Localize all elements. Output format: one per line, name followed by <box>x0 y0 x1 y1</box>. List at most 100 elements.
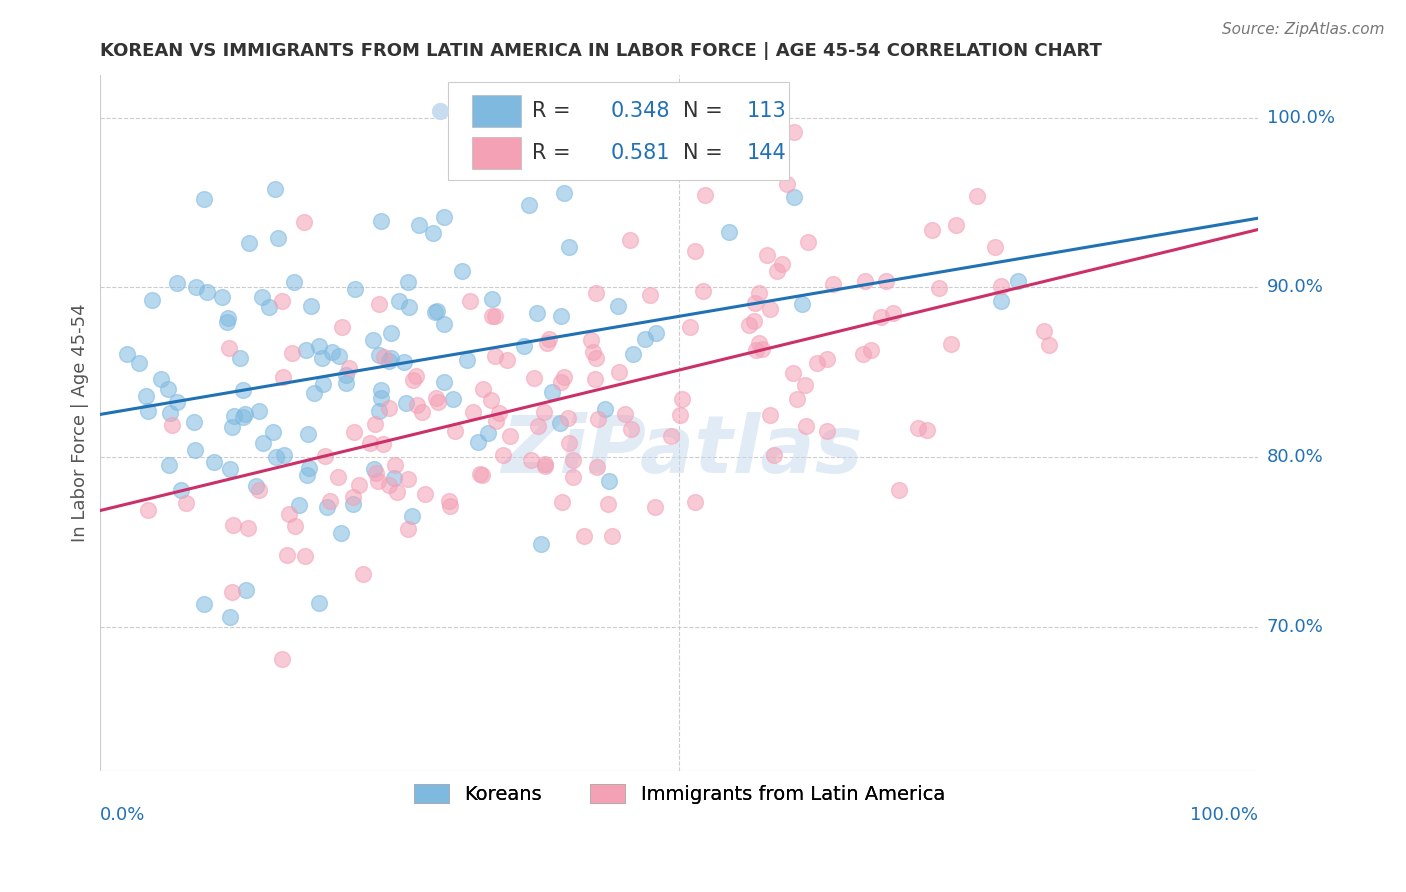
Point <box>550 309 572 323</box>
Point <box>759 408 782 422</box>
Point <box>433 210 456 224</box>
Text: R =: R = <box>533 101 578 121</box>
Point <box>585 285 607 300</box>
Point <box>1007 274 1029 288</box>
Point <box>758 301 780 316</box>
Point <box>984 240 1007 254</box>
Point <box>238 235 260 250</box>
Point <box>550 375 572 389</box>
Point <box>593 402 616 417</box>
Point <box>298 460 321 475</box>
Point <box>744 314 766 328</box>
Point <box>990 278 1012 293</box>
Point <box>598 497 620 511</box>
Point <box>166 276 188 290</box>
Point <box>388 294 411 309</box>
Point <box>794 378 817 392</box>
Point <box>607 299 630 313</box>
Point <box>316 500 339 514</box>
Point <box>202 455 225 469</box>
Point <box>517 198 540 212</box>
Point <box>468 467 491 481</box>
Point <box>775 178 797 192</box>
Point <box>247 483 270 498</box>
Point <box>217 310 239 325</box>
Point <box>387 484 409 499</box>
Point <box>481 292 503 306</box>
Point <box>441 392 464 406</box>
FancyBboxPatch shape <box>447 82 789 179</box>
Point <box>745 343 768 358</box>
Point <box>252 436 274 450</box>
Point <box>312 376 335 391</box>
Point <box>361 333 384 347</box>
Point <box>523 371 546 385</box>
Point <box>370 214 392 228</box>
Point <box>744 296 766 310</box>
Point <box>765 264 787 278</box>
Point <box>939 337 962 351</box>
Point <box>562 470 585 484</box>
Point <box>278 508 301 522</box>
Text: 0.348: 0.348 <box>612 101 671 121</box>
Point <box>314 449 336 463</box>
Point <box>669 408 692 422</box>
Point <box>266 231 288 245</box>
Point <box>821 277 844 291</box>
Point <box>526 306 548 320</box>
Point <box>283 275 305 289</box>
Point <box>401 508 423 523</box>
Point <box>887 483 910 498</box>
Point <box>367 404 389 418</box>
Point <box>683 244 706 258</box>
Point <box>294 215 316 229</box>
Point <box>456 352 478 367</box>
Point <box>479 392 502 407</box>
Point <box>311 351 333 365</box>
Point <box>335 368 357 383</box>
Point <box>794 418 817 433</box>
Point <box>395 396 418 410</box>
Point <box>534 459 557 474</box>
Point <box>352 567 374 582</box>
Point <box>990 294 1012 309</box>
Point <box>408 218 430 232</box>
Point <box>330 525 353 540</box>
Point <box>619 422 641 436</box>
Point <box>695 188 717 202</box>
Point <box>558 436 581 450</box>
Point <box>756 248 779 262</box>
Point <box>484 350 506 364</box>
Point <box>405 398 427 412</box>
Point <box>792 296 814 310</box>
Point <box>583 372 606 386</box>
Point <box>405 369 427 384</box>
Legend: Koreans, Immigrants from Latin America: Koreans, Immigrants from Latin America <box>404 774 955 814</box>
Point <box>477 426 499 441</box>
Point <box>157 458 180 472</box>
Point <box>364 417 387 431</box>
Point <box>342 490 364 504</box>
Text: 144: 144 <box>747 143 786 162</box>
Point <box>458 294 481 309</box>
Point <box>815 352 838 367</box>
Point <box>281 346 304 360</box>
Point <box>221 420 243 434</box>
Point <box>870 310 893 324</box>
Text: 0.0%: 0.0% <box>100 806 146 824</box>
Point <box>425 304 447 318</box>
Point <box>748 336 770 351</box>
Point <box>484 309 506 323</box>
Point <box>183 443 205 458</box>
Point <box>782 125 804 139</box>
Point <box>748 285 770 300</box>
Point <box>481 309 503 323</box>
Point <box>308 339 330 353</box>
Point <box>160 417 183 432</box>
Point <box>335 376 357 390</box>
Point <box>193 192 215 206</box>
Point <box>170 483 193 497</box>
Point <box>337 360 360 375</box>
Text: 70.0%: 70.0% <box>1267 618 1323 636</box>
Point <box>232 383 254 397</box>
